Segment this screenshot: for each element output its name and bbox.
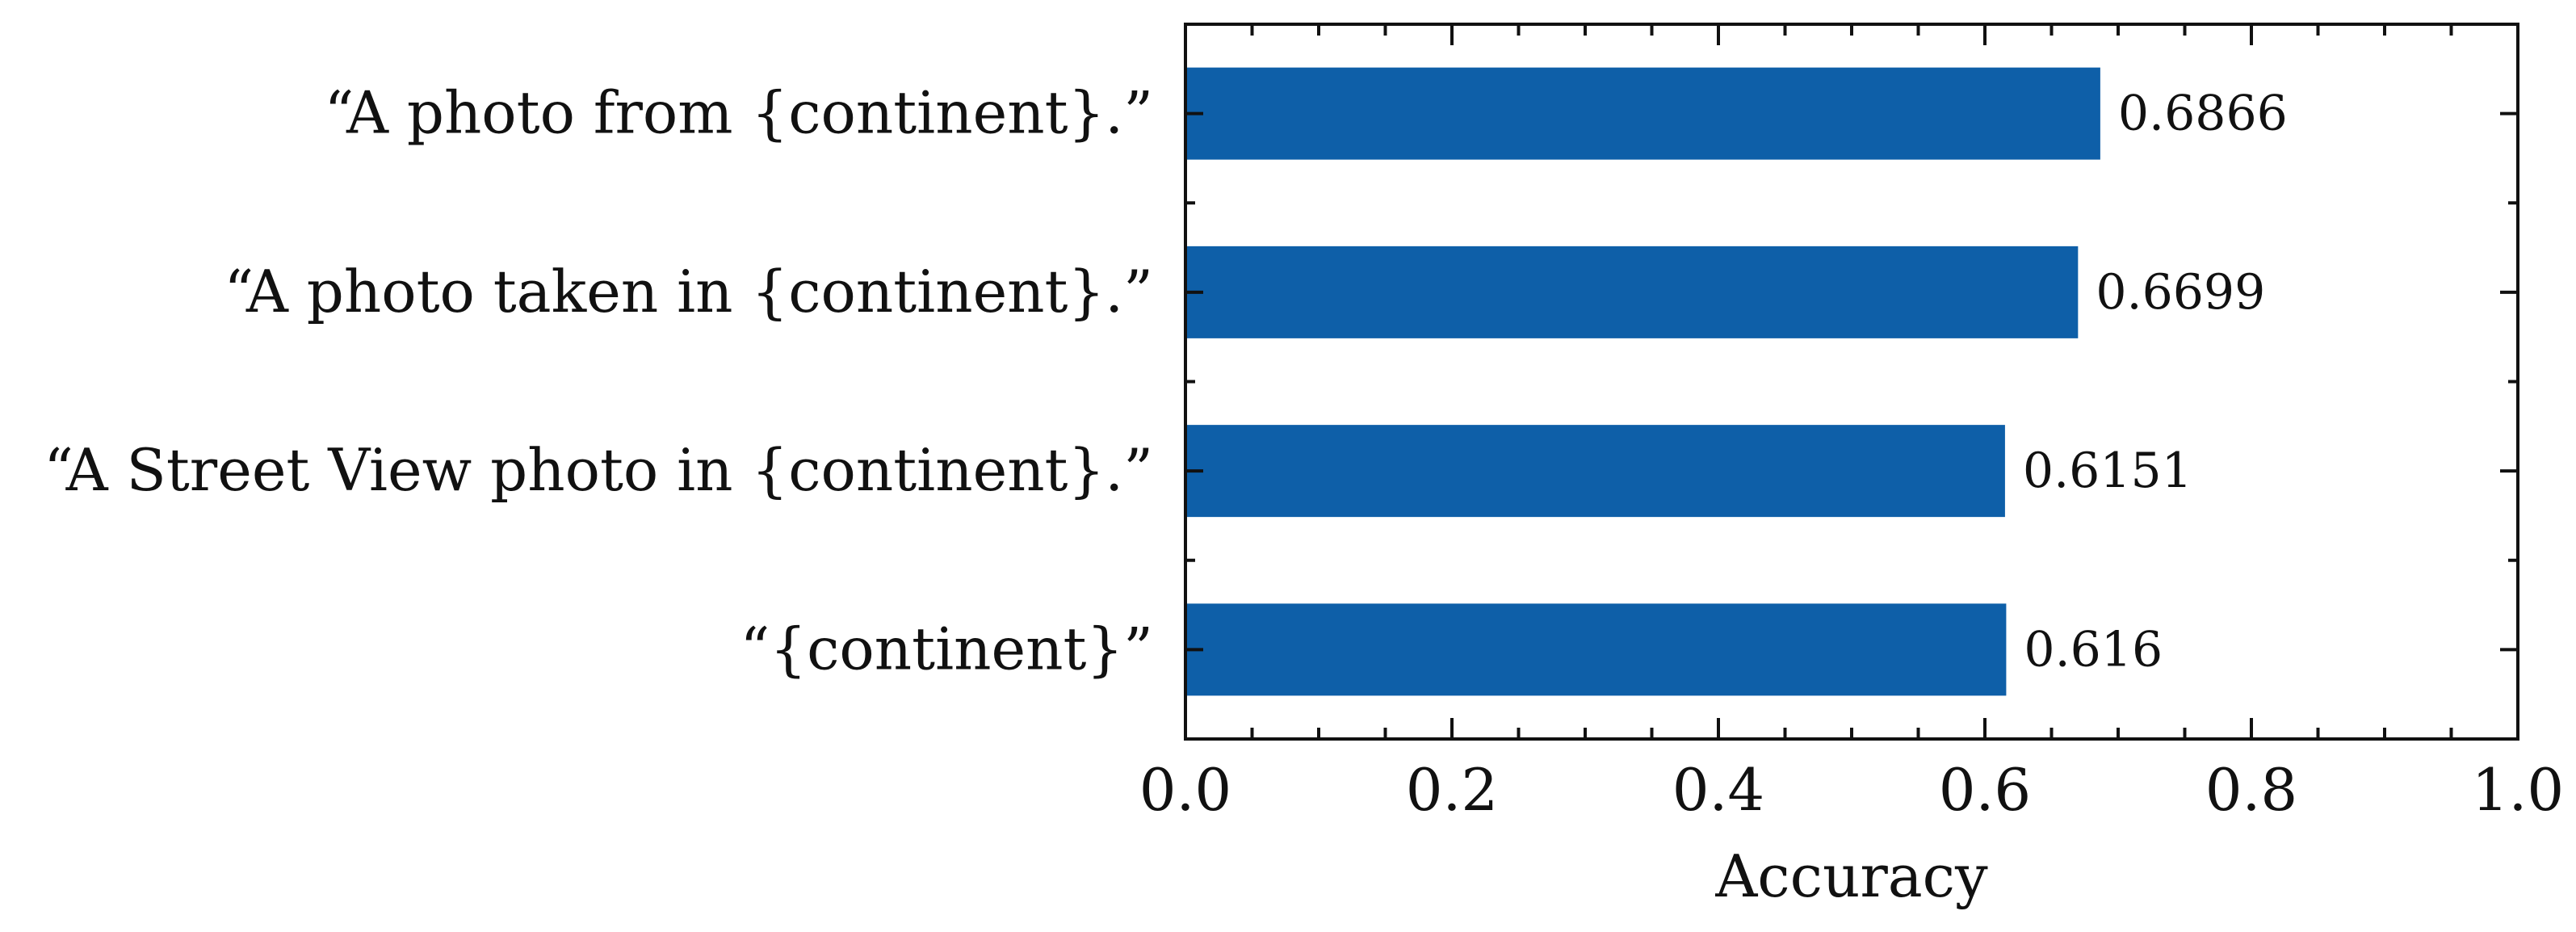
bar (1185, 246, 2079, 338)
x-axis-title: Accuracy (1714, 842, 1988, 910)
x-tick-label: 0.0 (1139, 756, 1232, 824)
category-label: “A Street View photo in {continent}.” (44, 436, 1153, 504)
bar-value-label: 0.616 (2024, 621, 2163, 678)
category-label: “A photo from {continent}.” (324, 79, 1153, 147)
bar (1185, 603, 2007, 696)
x-tick-label: 0.6 (1939, 756, 2032, 824)
plot-frame (1184, 23, 2519, 741)
x-tick-label: 0.4 (1672, 756, 1765, 824)
bar-value-label: 0.6866 (2118, 86, 2288, 142)
bars-group (1185, 67, 2100, 696)
bar-value-label: 0.6151 (2023, 443, 2192, 499)
data-labels-group: 0.6866 0.6699 0.6151 0.616 (2023, 86, 2288, 678)
category-labels-group: “A photo from {continent}.” “A photo take… (44, 79, 1153, 683)
x-tick-labels-group: 0.0 0.2 0.4 0.6 0.8 1.0 (1139, 756, 2565, 824)
category-label: “A photo taken in {continent}.” (224, 258, 1153, 325)
bar (1185, 425, 2005, 518)
x-tick-label: 1.0 (2472, 756, 2565, 824)
x-tick-label: 0.8 (2205, 756, 2298, 824)
category-label: “{continent}” (740, 615, 1153, 682)
bar (1185, 67, 2100, 160)
x-tick-label: 0.2 (1406, 756, 1499, 824)
bar-value-label: 0.6699 (2096, 264, 2265, 321)
